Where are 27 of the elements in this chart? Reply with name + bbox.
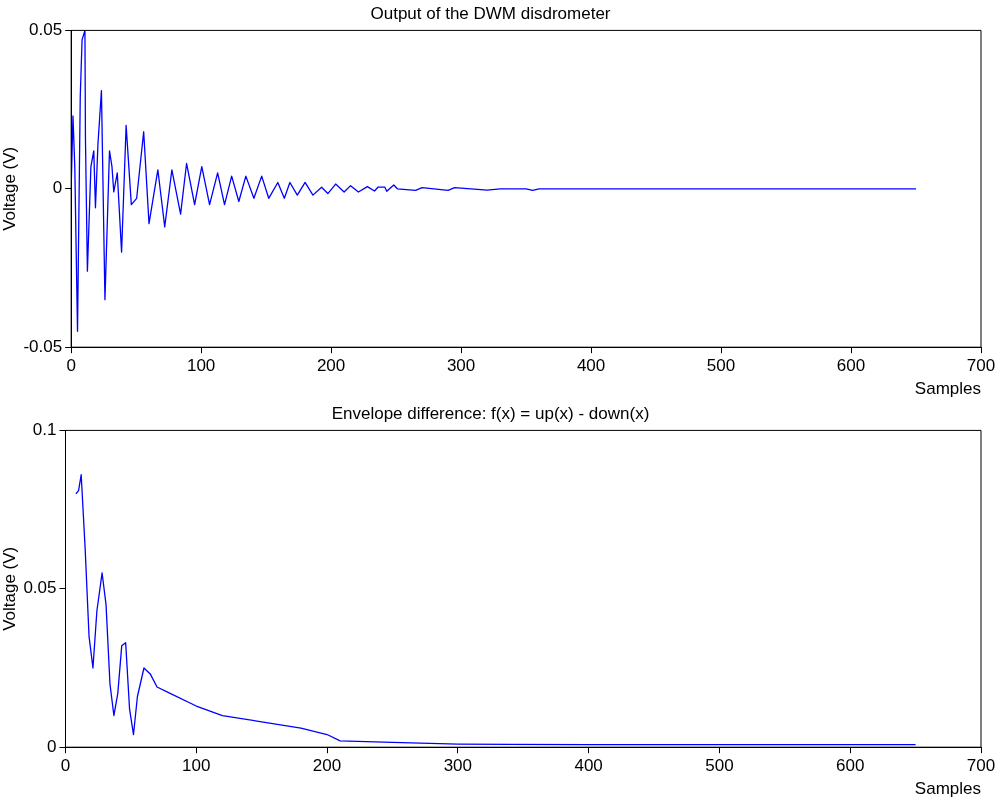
x-tick-label: 100	[186, 356, 216, 376]
x-axis-title: Samples	[914, 379, 981, 399]
x-tick-label: 400	[576, 356, 606, 376]
x-tick-label: 600	[836, 756, 865, 776]
chart-title: Output of the DWM disdrometer	[370, 3, 611, 23]
x-tick-label: 700	[966, 756, 996, 776]
x-tick-label: 600	[836, 356, 866, 376]
x-tick-label: 0	[66, 356, 76, 376]
y-tick-label: 0	[47, 736, 57, 756]
chart-title: Envelope difference: f(x) = up(x) - down(x)	[331, 403, 650, 423]
y-axis-title: Voltage (V)	[0, 546, 19, 631]
x-tick-label: 500	[705, 756, 734, 776]
x-tick-label: 400	[574, 756, 603, 776]
x-axis-title: Samples	[914, 779, 981, 799]
y-tick-label: 0.05	[23, 578, 57, 598]
y-tick-label: 0	[52, 178, 63, 198]
x-tick-label: 300	[446, 356, 476, 376]
y-tick-label: -0.05	[23, 336, 63, 356]
x-tick-label: 200	[316, 356, 346, 376]
x-tick-label: 200	[312, 756, 342, 776]
x-tick-label: 300	[443, 756, 473, 776]
y-axis-title: Voltage (V)	[0, 146, 19, 231]
y-tick-label: 0.05	[29, 20, 63, 40]
y-tick-label: 0.1	[32, 420, 57, 440]
x-tick-label: 500	[706, 356, 736, 376]
x-tick-label: 700	[966, 356, 996, 376]
x-tick-label: 100	[182, 756, 211, 776]
